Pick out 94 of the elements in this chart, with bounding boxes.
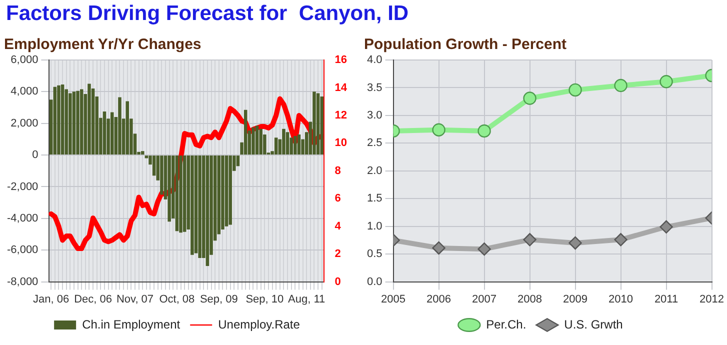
point [432, 241, 446, 255]
y-tick-label: -2,000 [6, 180, 38, 193]
bar [76, 90, 80, 155]
y-tick-label: 0.0 [366, 276, 382, 288]
x-tick-label: 2006 [426, 293, 452, 306]
bar [274, 138, 278, 155]
bar [88, 84, 91, 155]
bar [126, 101, 129, 155]
bar [320, 96, 324, 155]
y-tick-label: 6,000 [10, 54, 38, 66]
bar [168, 156, 171, 222]
y-tick-label: 2,000 [10, 117, 38, 130]
bar [57, 85, 60, 155]
x-tick-label: Sep, 09 [200, 293, 238, 306]
y2-tick-label: 10 [334, 137, 348, 150]
bar [244, 110, 248, 155]
y2-tick-label: 8 [334, 164, 341, 177]
x-tick-label: 2010 [608, 293, 634, 306]
legend-label: Ch.in Employment [82, 317, 181, 332]
x-tick-label: 2008 [518, 293, 542, 306]
text: Factors Driving Forecast for Canyon, ID [6, 2, 409, 26]
x-tick-label: Oct, 08 [159, 293, 195, 306]
y2-tick-label: 6 [334, 192, 341, 205]
legend-label: Unemploy.Rate [218, 317, 300, 332]
bar [294, 136, 297, 155]
bar [68, 93, 72, 155]
bar [102, 111, 106, 155]
x-tick-label: 2007 [472, 293, 497, 306]
point [568, 83, 582, 97]
y-tick-label: 0 [32, 149, 38, 162]
bar [286, 132, 290, 155]
point [432, 123, 446, 136]
point [568, 236, 582, 250]
bar [60, 84, 64, 155]
bar [316, 93, 320, 155]
legend-label: U.S. Grwth [564, 317, 623, 332]
y2-tick-label: 0 [334, 276, 341, 288]
point [478, 124, 491, 138]
bar [259, 128, 262, 155]
x-tick-label: Aug, 11 [288, 293, 326, 306]
bar [224, 156, 228, 226]
y-tick-label: 3.5 [366, 82, 382, 94]
bar [252, 127, 255, 155]
y-tick-label: 2.5 [366, 137, 382, 150]
bar [110, 112, 114, 155]
point [523, 233, 536, 246]
x-tick-label: 2012 [700, 293, 724, 306]
y-tick-label: -4,000 [6, 212, 38, 224]
bar [80, 89, 84, 155]
point [614, 233, 628, 246]
y2-tick-label: 12 [334, 109, 348, 122]
legend-label: Per.Ch. [486, 317, 526, 332]
y-tick-label: -8,000 [6, 276, 38, 288]
y-tick-label: 0.5 [366, 248, 382, 260]
point [478, 242, 491, 256]
y2-tick-label: 14 [334, 82, 348, 94]
x-tick-label: Dec, 06 [74, 293, 112, 306]
bar [182, 156, 186, 232]
y2-tick-label: 16 [334, 54, 348, 66]
point [523, 92, 536, 105]
point [660, 220, 673, 234]
bar [53, 86, 57, 155]
y-tick-label: 4.0 [366, 54, 382, 66]
x-tick-label: Sep, 10 [246, 293, 284, 306]
y2-tick-label: 2 [334, 248, 341, 260]
bar [255, 126, 259, 155]
y-tick-label: 4,000 [10, 86, 38, 98]
x-tick-label: Nov, 07 [116, 293, 154, 306]
bar [175, 156, 179, 232]
x-tick-label: 2009 [563, 293, 588, 306]
bar [198, 156, 202, 258]
y-tick-label: 1.5 [366, 192, 382, 205]
x-tick-label: Jan, 06 [33, 293, 70, 306]
bar [141, 151, 144, 155]
bar [190, 156, 194, 255]
bar [312, 92, 316, 155]
bar [179, 156, 182, 233]
point [614, 78, 628, 92]
y-tick-label: -6,000 [6, 244, 38, 256]
chart-title: Population Growth - Percent [364, 36, 567, 54]
y2-tick-label: 4 [334, 220, 342, 232]
y-tick-label: 1.0 [366, 220, 382, 232]
x-tick-label: 2005 [381, 293, 406, 306]
bar [297, 134, 301, 155]
bar [72, 92, 76, 155]
bar [228, 156, 232, 225]
point [660, 75, 673, 88]
bar [282, 128, 286, 155]
y-tick-label: 3.0 [366, 109, 382, 122]
bar [118, 97, 122, 155]
chart-title: Employment Yr/Yr Changes [4, 36, 202, 54]
bar [206, 156, 210, 266]
x-tick-label: 2011 [654, 293, 678, 306]
y-tick-label: 2.0 [366, 164, 382, 177]
